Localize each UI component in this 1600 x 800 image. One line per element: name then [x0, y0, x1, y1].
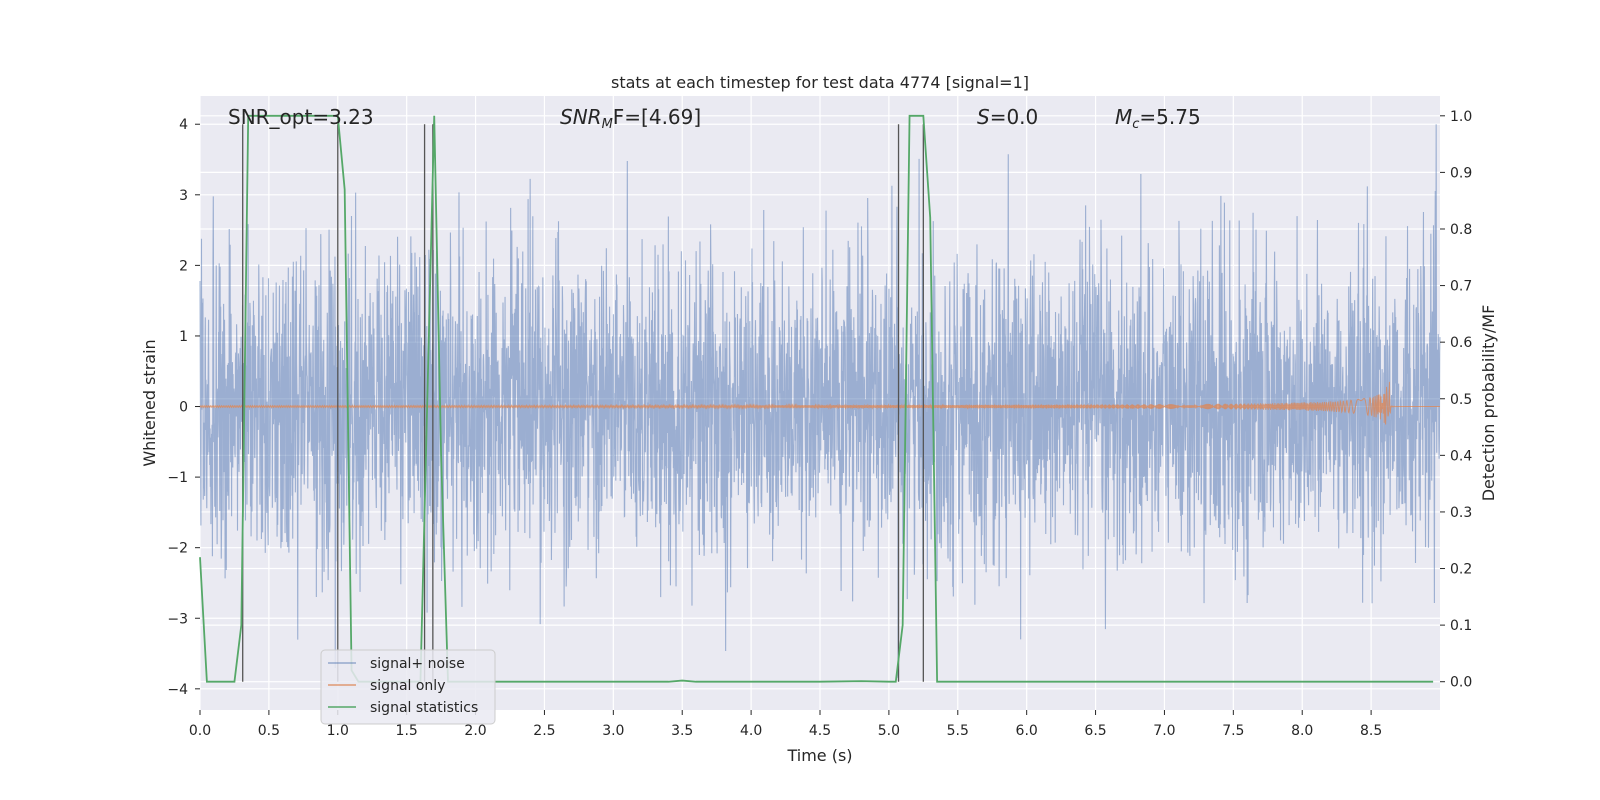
- x-tick-label: 8.5: [1360, 723, 1382, 739]
- y-axis-right-ticks: 1.0 0.9 0.8 0.7 0.6 0.5 0.4 0.3 0.2 0.1 0.0: [1440, 109, 1472, 691]
- y-right-tick-label: 1.0: [1450, 109, 1472, 125]
- x-tick-label: 1.0: [327, 723, 349, 739]
- x-tick-label: 2.5: [533, 723, 555, 739]
- y-left-tick-label: 2: [179, 258, 188, 274]
- legend-entry-signal: signal only: [370, 678, 445, 694]
- y-right-tick-label: 0.7: [1450, 279, 1472, 295]
- x-tick-label: 7.5: [1222, 723, 1244, 739]
- s-annotation: S=0.0: [977, 105, 1038, 129]
- y-left-tick-label: −2: [167, 541, 188, 557]
- y-axis-left-ticks: 4 3 2 1 0 −1 −2 −3 −4: [167, 117, 200, 698]
- x-tick-label: 4.5: [809, 723, 831, 739]
- signal-noise-series: [199, 124, 1441, 679]
- y-left-tick-label: 0: [179, 400, 188, 416]
- x-tick-label: 7.0: [1153, 723, 1175, 739]
- y-right-tick-label: 0.6: [1450, 335, 1472, 351]
- snr-opt-annotation: SNR_opt=3.23: [228, 105, 374, 129]
- y-right-tick-label: 0.1: [1450, 618, 1472, 634]
- y-right-tick-label: 0.8: [1450, 222, 1472, 238]
- signal-only-line: [199, 381, 1440, 425]
- x-tick-label: 3.5: [671, 723, 693, 739]
- y-right-tick-label: 0.5: [1450, 392, 1472, 408]
- legend: signal+ noise signal only signal statist…: [320, 649, 496, 725]
- y-axis-right-label: Detection probability/MF: [1479, 305, 1498, 502]
- legend-entry-noise: signal+ noise: [370, 656, 465, 672]
- x-tick-label: 2.0: [464, 723, 486, 739]
- legend-entry-stats: signal statistics: [370, 700, 478, 716]
- y-left-tick-label: 1: [179, 329, 188, 345]
- chart-title: stats at each timestep for test data 477…: [611, 73, 1029, 92]
- x-tick-label: 0.5: [258, 723, 280, 739]
- y-left-tick-label: 3: [179, 188, 188, 204]
- y-left-tick-label: −1: [167, 470, 188, 486]
- y-right-tick-label: 0.4: [1450, 448, 1472, 464]
- y-right-tick-label: 0.9: [1450, 165, 1472, 181]
- mc-annotation: Mc=5.75: [1115, 105, 1201, 132]
- x-tick-label: 4.0: [740, 723, 762, 739]
- x-tick-label: 8.0: [1291, 723, 1313, 739]
- signal-only-series: [199, 381, 1440, 425]
- x-tick-label: 3.0: [602, 723, 624, 739]
- y-left-tick-label: −3: [167, 611, 188, 627]
- x-axis-label: Time (s): [786, 746, 852, 765]
- x-tick-label: 0.0: [189, 723, 211, 739]
- y-right-tick-label: 0.2: [1450, 562, 1472, 578]
- legend-box: [320, 649, 496, 725]
- snr-mf-annotation: SNRMF=[4.69]: [560, 105, 701, 132]
- x-axis-ticks: 0.0 0.5 1.0 1.5 2.0 2.5 3.0 3.5 4.0 4.5 5.0 5.5 6.0 6…: [189, 710, 1382, 739]
- x-tick-label: 6.5: [1084, 723, 1106, 739]
- y-right-tick-label: 0.3: [1450, 505, 1472, 521]
- y-left-tick-label: −4: [167, 682, 188, 698]
- y-right-tick-label: 0.0: [1450, 675, 1472, 691]
- x-tick-label: 1.5: [396, 723, 418, 739]
- x-tick-label: 5.0: [878, 723, 900, 739]
- y-axis-left-label: Whitened strain: [140, 339, 159, 466]
- signal-noise-line: [199, 124, 1441, 679]
- x-tick-label: 6.0: [1016, 723, 1038, 739]
- y-left-tick-label: 4: [179, 117, 188, 133]
- x-tick-label: 5.5: [947, 723, 969, 739]
